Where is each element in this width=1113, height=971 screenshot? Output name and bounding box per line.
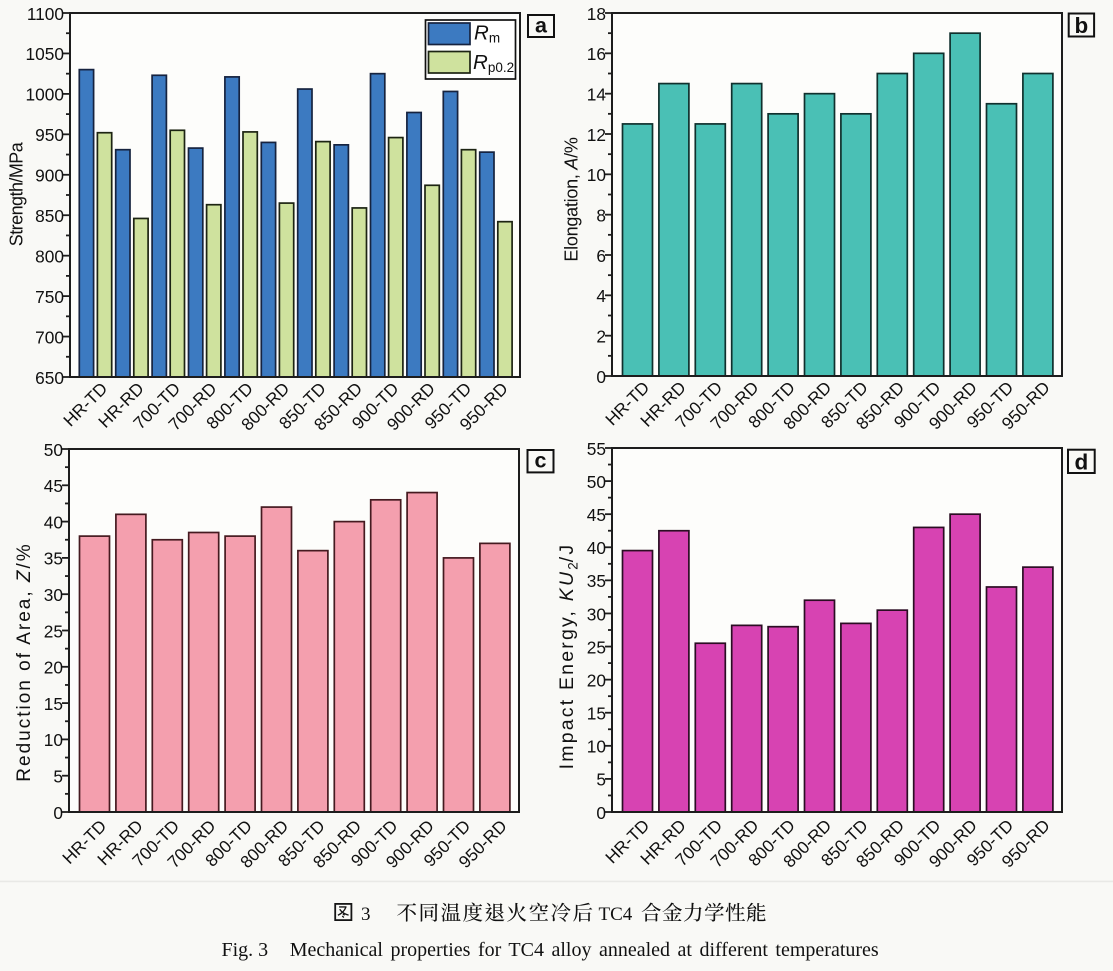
svg-text:18: 18 xyxy=(587,4,606,24)
svg-text:0: 0 xyxy=(596,803,606,823)
svg-text:10: 10 xyxy=(587,165,606,185)
svg-text:6: 6 xyxy=(596,246,606,266)
svg-text:5: 5 xyxy=(596,770,606,790)
svg-text:3: 3 xyxy=(361,904,371,925)
svg-text:700: 700 xyxy=(35,327,64,347)
svg-text:55: 55 xyxy=(587,439,606,459)
svg-text:35: 35 xyxy=(44,549,63,569)
svg-text:1100: 1100 xyxy=(27,4,64,24)
svg-text:40: 40 xyxy=(587,538,606,558)
svg-text:40: 40 xyxy=(44,512,63,532)
svg-text:Strength/MPa: Strength/MPa xyxy=(6,141,26,246)
svg-text:750: 750 xyxy=(35,287,64,307)
svg-text:1000: 1000 xyxy=(26,85,64,105)
svg-text:850: 850 xyxy=(35,206,64,226)
svg-text:Mechanical properties for TC4: Mechanical properties for TC4 alloy anne… xyxy=(290,939,879,961)
svg-text:d: d xyxy=(1074,449,1088,474)
svg-text:c: c xyxy=(535,449,547,473)
svg-text:20: 20 xyxy=(44,658,63,678)
svg-text:900: 900 xyxy=(35,166,64,186)
svg-text:45: 45 xyxy=(44,476,63,496)
svg-text:4: 4 xyxy=(596,286,606,306)
svg-text:10: 10 xyxy=(587,737,606,757)
svg-text:30: 30 xyxy=(587,604,606,624)
svg-text:16: 16 xyxy=(587,44,606,64)
svg-text:Elongation, A/%: Elongation, A/% xyxy=(562,137,582,262)
svg-text:5: 5 xyxy=(53,767,63,787)
svg-text:1050: 1050 xyxy=(26,44,64,64)
svg-text:0: 0 xyxy=(53,803,63,823)
svg-text:950: 950 xyxy=(35,125,64,145)
svg-text:15: 15 xyxy=(587,704,606,724)
svg-text:45: 45 xyxy=(587,505,606,525)
svg-text:Fig. 3: Fig. 3 xyxy=(222,939,269,961)
svg-text:30: 30 xyxy=(44,585,63,605)
svg-text:a: a xyxy=(535,13,548,37)
svg-text:15: 15 xyxy=(44,694,63,714)
svg-text:8: 8 xyxy=(596,205,606,225)
svg-text:b: b xyxy=(1075,13,1089,38)
svg-text:0: 0 xyxy=(596,367,606,387)
svg-text:25: 25 xyxy=(44,621,63,641)
svg-text:50: 50 xyxy=(587,472,606,492)
svg-text:20: 20 xyxy=(587,670,606,690)
svg-text:Reduction of Area, Z/%: Reduction of Area, Z/% xyxy=(14,542,35,781)
svg-text:650: 650 xyxy=(35,368,64,388)
svg-text:50: 50 xyxy=(44,440,63,460)
svg-text:800: 800 xyxy=(35,246,64,266)
svg-text:12: 12 xyxy=(587,125,606,145)
svg-text:14: 14 xyxy=(587,84,607,104)
svg-text:Impact Energy, KU2/J: Impact Energy, KU2/J xyxy=(556,543,581,770)
svg-text:TC4: TC4 xyxy=(599,904,633,925)
svg-text:10: 10 xyxy=(44,730,63,750)
svg-text:25: 25 xyxy=(587,637,606,657)
svg-text:35: 35 xyxy=(587,571,606,591)
svg-text:2: 2 xyxy=(596,326,606,346)
